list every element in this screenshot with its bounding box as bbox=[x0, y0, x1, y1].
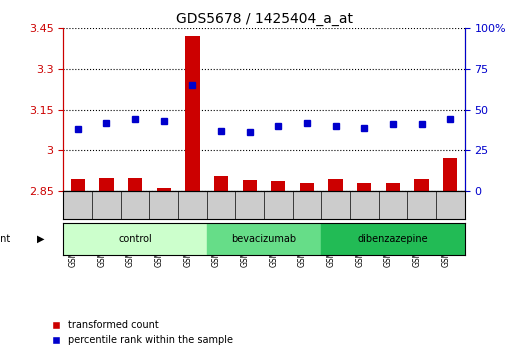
Bar bbox=[328, 178, 343, 191]
Bar bbox=[300, 183, 314, 191]
Bar bbox=[414, 179, 429, 191]
Bar bbox=[386, 183, 400, 191]
Bar bbox=[71, 179, 85, 191]
Bar bbox=[443, 159, 457, 191]
Text: agent: agent bbox=[0, 234, 11, 244]
Text: dibenzazepine: dibenzazepine bbox=[357, 234, 428, 244]
Bar bbox=[242, 179, 257, 191]
Bar bbox=[322, 223, 465, 255]
Text: ▶: ▶ bbox=[37, 234, 44, 244]
Bar bbox=[214, 176, 228, 191]
Bar bbox=[156, 188, 171, 191]
Bar bbox=[185, 36, 200, 191]
Text: bevacizumab: bevacizumab bbox=[231, 234, 297, 244]
Bar bbox=[206, 223, 322, 255]
Bar bbox=[271, 181, 286, 191]
Bar bbox=[99, 178, 114, 191]
Bar bbox=[128, 178, 142, 191]
Text: control: control bbox=[118, 234, 152, 244]
Bar bbox=[357, 183, 372, 191]
Legend: transformed count, percentile rank within the sample: transformed count, percentile rank withi… bbox=[47, 316, 238, 349]
Title: GDS5678 / 1425404_a_at: GDS5678 / 1425404_a_at bbox=[175, 12, 353, 26]
Bar bbox=[63, 223, 206, 255]
